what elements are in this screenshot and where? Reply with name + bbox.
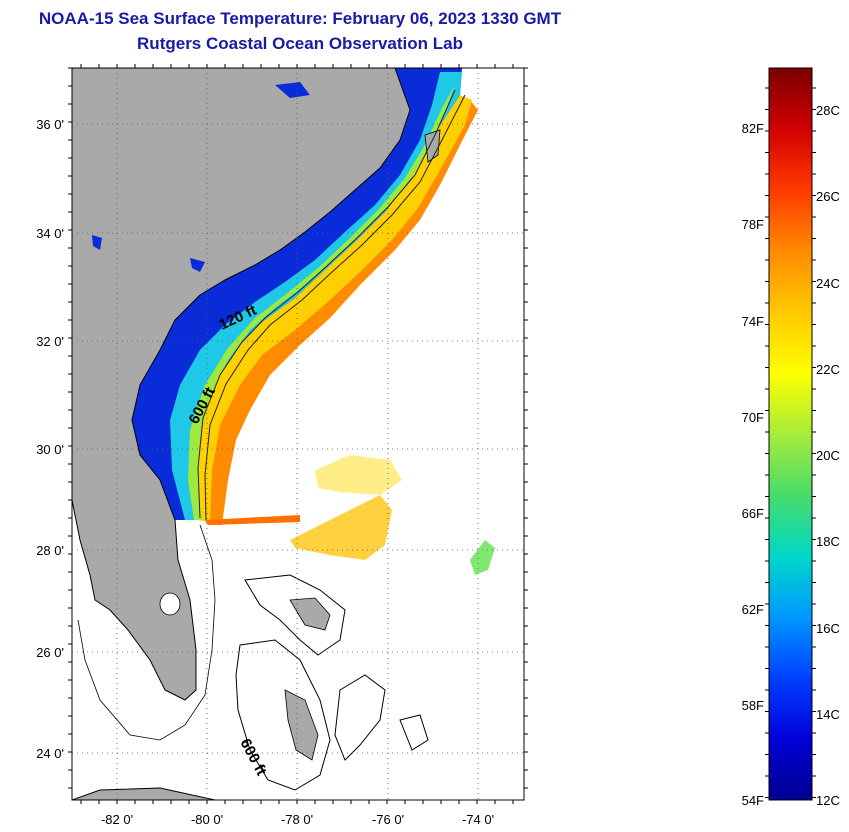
lon-label: -76 0' (372, 812, 404, 827)
celsius-label: 12C (816, 793, 840, 808)
bahamas-banks (399, 714, 429, 751)
lat-label: 26 0' (36, 645, 64, 660)
celsius-label: 22C (816, 362, 840, 377)
fahrenheit-label: 54F (742, 793, 764, 808)
lat-label: 34 0' (36, 226, 64, 241)
page-subtitle: Rutgers Coastal Ocean Observation Lab (137, 34, 463, 53)
celsius-label: 26C (816, 189, 840, 204)
florida-contour (77, 524, 216, 741)
graticule (72, 68, 524, 800)
bahamas-island (284, 689, 319, 761)
lat-label: 30 0' (36, 442, 64, 457)
celsius-label: 24C (816, 276, 840, 291)
offshore-patch (315, 455, 402, 495)
lake (92, 235, 102, 250)
bahamas-banks (244, 574, 346, 656)
lon-label: -82 0' (101, 812, 133, 827)
fahrenheit-label: 70F (742, 410, 764, 425)
cuba-land (72, 787, 216, 800)
isobath-120ft (197, 89, 456, 519)
lat-label: 32 0' (36, 334, 64, 349)
fahrenheit-label: 62F (742, 602, 764, 617)
colorbar-celsius-labels: 28C 26C 24C 22C 20C 18C 16C 14C 12C (816, 103, 840, 808)
fahrenheit-label: 58F (742, 698, 764, 713)
lake-okeechobee (159, 592, 181, 616)
colorbar-ticks (765, 87, 816, 798)
lat-label: 24 0' (36, 746, 64, 761)
lat-label: 36 0' (36, 117, 64, 132)
mid-shelf-water (170, 72, 462, 520)
page-title: NOAA-15 Sea Surface Temperature: Februar… (38, 9, 562, 28)
lake (190, 258, 205, 272)
fahrenheit-label: 78F (742, 217, 764, 232)
latitude-labels: 36 0' 34 0' 32 0' 30 0' 28 0' 26 0' 24 0' (36, 117, 64, 761)
land-mainland (72, 68, 411, 701)
lat-label: 28 0' (36, 543, 64, 558)
colorbar-fahrenheit-labels: 82F 78F 74F 70F 66F 62F 58F 54F (742, 121, 764, 808)
isobath-600ft (204, 94, 466, 521)
celsius-label: 16C (816, 621, 840, 636)
fahrenheit-label: 74F (742, 314, 764, 329)
offshore-patch (470, 540, 495, 575)
outer-banks (424, 129, 441, 163)
longitude-labels: -82 0' -80 0' -78 0' -76 0' -74 0' (101, 812, 494, 827)
lon-label: -78 0' (281, 812, 313, 827)
fahrenheit-label: 82F (742, 121, 764, 136)
axis-ticks (68, 64, 528, 804)
bahamas-island (289, 597, 331, 631)
lake (275, 82, 310, 98)
lon-label: -74 0' (462, 812, 494, 827)
offshore-patch (290, 495, 392, 560)
celsius-label: 14C (816, 707, 840, 722)
fahrenheit-label: 66F (742, 506, 764, 521)
bahamas-banks (334, 674, 386, 761)
celsius-label: 18C (816, 534, 840, 549)
celsius-label: 20C (816, 448, 840, 463)
offshore-patch (205, 515, 300, 525)
map-frame (71, 67, 525, 801)
colorbar (768, 67, 813, 801)
celsius-label: 28C (816, 103, 840, 118)
lon-label: -80 0' (191, 812, 223, 827)
